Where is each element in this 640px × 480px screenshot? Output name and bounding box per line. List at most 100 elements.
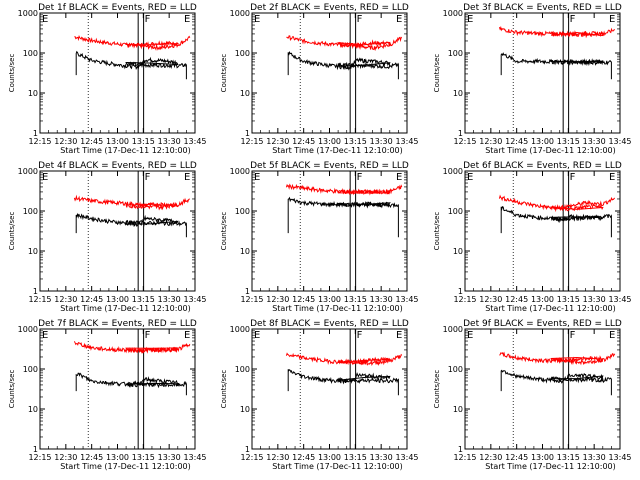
x-tick-label: 12:45 xyxy=(80,137,103,146)
x-tick-label: 13:00 xyxy=(106,137,129,146)
marker-label: E xyxy=(42,14,48,25)
x-tick-label: 13:45 xyxy=(395,137,418,146)
y-tick-label: 1 xyxy=(458,445,463,454)
x-tick-label: 12:15 xyxy=(240,137,263,146)
series-events-line xyxy=(287,196,399,238)
marker-label: E xyxy=(42,330,48,341)
x-tick-label: 13:30 xyxy=(158,453,181,462)
panel-title: Det 9f BLACK = Events, RED = LLD xyxy=(463,319,622,329)
x-tick-label: 12:45 xyxy=(80,295,103,304)
y-axis-label: Counts/sec xyxy=(220,370,228,409)
y-axis-label: Counts/sec xyxy=(220,54,228,93)
marker-label: E xyxy=(609,172,615,183)
x-axis-label: Start Time (17-Dec-11 12:10:00) xyxy=(272,304,403,313)
y-tick-label: 1 xyxy=(33,445,38,454)
y-tick-label: 1000 xyxy=(230,325,250,334)
y-tick-label: 10 xyxy=(240,247,250,256)
y-tick-label: 1000 xyxy=(230,9,250,18)
x-tick-label: 13:00 xyxy=(531,295,554,304)
marker-label: E xyxy=(254,14,260,25)
marker-label: E xyxy=(609,330,615,341)
series-lld-line xyxy=(498,25,615,39)
marker-label: E xyxy=(254,172,260,183)
series-lld-line xyxy=(286,35,403,52)
y-tick-label: 10 xyxy=(453,89,463,98)
plot-frame xyxy=(251,328,408,450)
marker-label: F xyxy=(570,172,576,183)
marker-label: E xyxy=(254,330,260,341)
x-tick-label: 13:00 xyxy=(318,453,341,462)
x-tick-label: 12:15 xyxy=(28,453,51,462)
x-axis-label: Start Time (17-Dec-11 12:10:00) xyxy=(272,146,403,155)
x-tick-label: 13:00 xyxy=(318,295,341,304)
y-tick-label: 1000 xyxy=(443,9,463,18)
marker-label: F xyxy=(145,14,151,25)
y-tick-label: 1000 xyxy=(443,167,463,176)
plot-frame xyxy=(464,12,621,134)
marker-label: E xyxy=(184,330,190,341)
y-tick-label: 100 xyxy=(23,49,38,58)
marker-label: F xyxy=(357,172,363,183)
x-tick-label: 12:45 xyxy=(505,137,528,146)
series-events-line xyxy=(75,372,187,396)
x-tick-label: 13:45 xyxy=(183,453,206,462)
x-tick-label: 13:45 xyxy=(183,137,206,146)
y-tick-label: 100 xyxy=(448,365,463,374)
y-tick-label: 1 xyxy=(245,287,250,296)
x-tick-label: 12:45 xyxy=(505,295,528,304)
x-tick-label: 13:15 xyxy=(557,295,580,304)
x-tick-label: 12:30 xyxy=(54,137,77,146)
x-tick-label: 12:30 xyxy=(266,453,289,462)
panel-title: Det 6f BLACK = Events, RED = LLD xyxy=(463,161,622,171)
marker-label: F xyxy=(145,172,151,183)
x-tick-label: 12:45 xyxy=(292,453,315,462)
marker-label: E xyxy=(184,14,190,25)
x-tick-label: 13:30 xyxy=(583,295,606,304)
panel-title: Det 2f BLACK = Events, RED = LLD xyxy=(250,3,409,13)
marker-label: F xyxy=(357,330,363,341)
y-tick-label: 1 xyxy=(33,287,38,296)
x-tick-label: 13:00 xyxy=(106,453,129,462)
x-tick-label: 12:30 xyxy=(54,453,77,462)
x-tick-label: 12:30 xyxy=(54,295,77,304)
y-tick-label: 10 xyxy=(453,247,463,256)
series-lld-line xyxy=(285,183,403,196)
x-tick-label: 12:15 xyxy=(28,137,51,146)
y-axis-label: Counts/sec xyxy=(8,212,16,251)
series-lld-line xyxy=(73,194,190,211)
y-tick-label: 1 xyxy=(458,287,463,296)
series-events-line xyxy=(500,205,612,238)
y-tick-label: 1000 xyxy=(18,9,38,18)
y-tick-label: 100 xyxy=(448,207,463,216)
marker-label: E xyxy=(396,330,402,341)
y-tick-label: 10 xyxy=(240,405,250,414)
panel-title: Det 4f BLACK = Events, RED = LLD xyxy=(38,161,197,171)
plot-frame xyxy=(39,170,196,292)
y-tick-label: 1 xyxy=(33,129,38,138)
y-tick-label: 100 xyxy=(235,365,250,374)
plot-frame xyxy=(39,12,196,134)
y-tick-label: 1000 xyxy=(230,167,250,176)
x-tick-label: 12:15 xyxy=(453,453,476,462)
plot-frame xyxy=(251,12,408,134)
y-axis-label: Counts/sec xyxy=(8,54,16,93)
y-tick-label: 100 xyxy=(23,207,38,216)
series-lld-line xyxy=(499,351,616,366)
x-axis-label: Start Time (17-Dec-11 12:10:00) xyxy=(485,146,616,155)
x-tick-label: 13:15 xyxy=(344,295,367,304)
x-tick-label: 13:00 xyxy=(531,137,554,146)
x-tick-label: 12:45 xyxy=(80,453,103,462)
plot-frame xyxy=(251,170,408,292)
y-tick-label: 100 xyxy=(235,207,250,216)
y-axis-label: Counts/sec xyxy=(220,212,228,251)
y-axis-label: Counts/sec xyxy=(8,370,16,409)
x-tick-label: 12:15 xyxy=(240,453,263,462)
y-tick-label: 100 xyxy=(23,365,38,374)
marker-label: E xyxy=(396,14,402,25)
x-tick-label: 13:15 xyxy=(344,453,367,462)
x-tick-label: 13:30 xyxy=(158,137,181,146)
